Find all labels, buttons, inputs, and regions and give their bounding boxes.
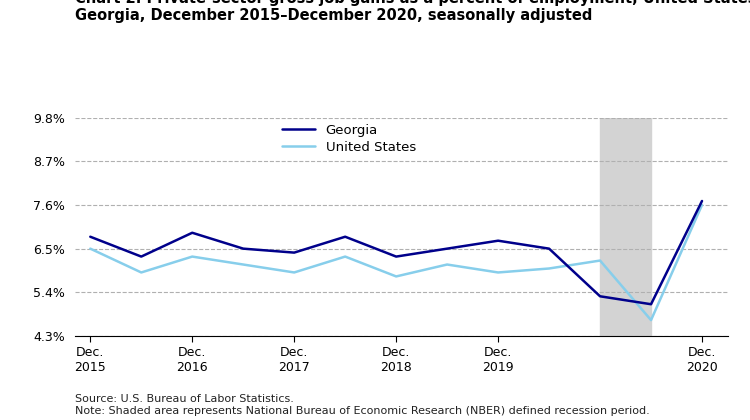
Georgia — [494, 238, 502, 243]
Bar — [600, 118, 651, 336]
Text: Source: U.S. Bureau of Labor Statistics.
Note: Shaded area represents National B: Source: U.S. Bureau of Labor Statistics.… — [75, 394, 650, 416]
United States — [238, 262, 248, 267]
Georgia — [290, 250, 298, 255]
Georgia — [646, 302, 656, 307]
Georgia — [392, 254, 400, 259]
United States — [136, 270, 146, 275]
Georgia — [442, 246, 452, 251]
Line: United States: United States — [90, 205, 702, 320]
United States — [188, 254, 196, 259]
United States — [544, 266, 554, 271]
United States — [340, 254, 350, 259]
Legend: Georgia, United States: Georgia, United States — [282, 124, 416, 154]
Georgia — [188, 230, 196, 235]
United States — [646, 318, 656, 323]
United States — [392, 274, 400, 279]
United States — [494, 270, 502, 275]
Georgia — [136, 254, 146, 259]
United States — [86, 246, 94, 251]
Georgia — [340, 234, 350, 239]
Georgia — [698, 199, 706, 204]
Georgia — [238, 246, 248, 251]
United States — [596, 258, 604, 263]
United States — [290, 270, 298, 275]
Georgia — [544, 246, 554, 251]
Georgia — [86, 234, 94, 239]
United States — [698, 202, 706, 207]
Line: Georgia: Georgia — [90, 201, 702, 304]
Georgia — [596, 294, 604, 299]
Text: Chart 2. Private-sector gross job gains as a percent of employment, United State: Chart 2. Private-sector gross job gains … — [75, 0, 750, 24]
United States — [442, 262, 452, 267]
